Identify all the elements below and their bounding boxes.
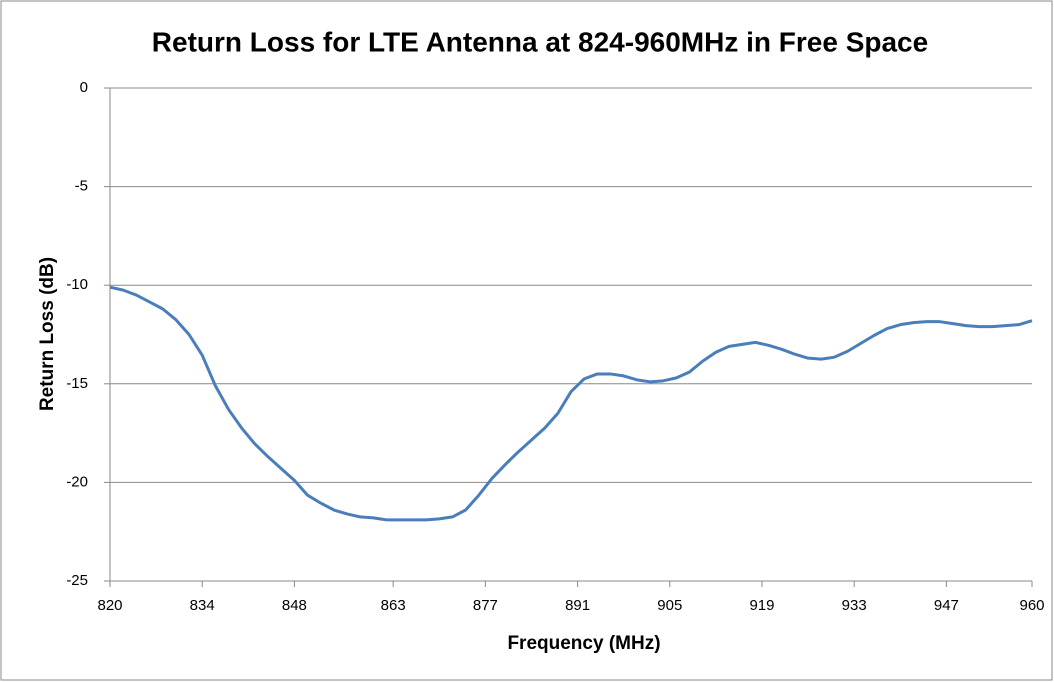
x-axis-title: Frequency (MHz): [507, 633, 660, 654]
chart-title: Return Loss for LTE Antenna at 824-960MH…: [152, 26, 928, 57]
x-tick-label: 891: [565, 597, 590, 614]
y-tick-label: -20: [66, 473, 88, 490]
x-tick-label: 947: [934, 597, 959, 614]
x-tick-label: 820: [97, 597, 122, 614]
x-tick-label: 960: [1019, 597, 1044, 614]
x-tick-label: 863: [381, 597, 406, 614]
y-tick-label: -10: [66, 276, 88, 293]
x-tick-label: 905: [657, 597, 682, 614]
y-tick-label: 0: [80, 79, 88, 96]
x-tick-label: 919: [749, 597, 774, 614]
data-line: [109, 285, 1033, 522]
y-tick-label: -25: [66, 572, 88, 589]
x-tick-label: 848: [282, 597, 307, 614]
y-tick-label: -5: [75, 178, 88, 195]
y-tick-label: -15: [66, 375, 88, 392]
x-tick-label: 834: [190, 597, 215, 614]
x-tick-label: 877: [473, 597, 498, 614]
y-axis-title: Return Loss (dB): [37, 257, 58, 411]
x-tick-label: 933: [842, 597, 867, 614]
